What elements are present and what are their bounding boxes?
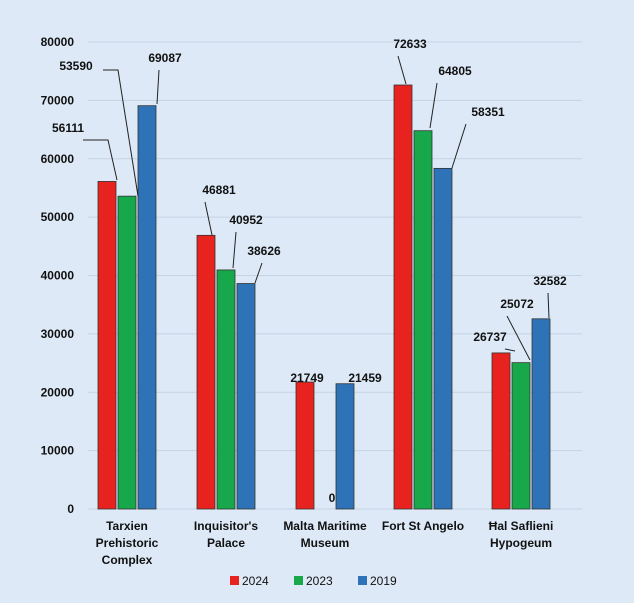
- legend-swatch-2019: [358, 576, 367, 585]
- gridlines: [88, 41, 582, 510]
- x-category-label: Museum: [301, 536, 350, 550]
- bars: [97, 84, 551, 510]
- bar-2019-4: [531, 318, 551, 510]
- x-category-label: Ħal Saflieni: [489, 519, 554, 533]
- bar-2024-2: [295, 381, 315, 510]
- x-category-label: Complex: [102, 553, 153, 567]
- data-label-2019: 21459: [348, 371, 382, 385]
- x-category-label: Hypogeum: [490, 536, 552, 550]
- label-leader-line: [397, 55, 407, 85]
- data-label-2023: 64805: [438, 64, 472, 78]
- x-category-label: Inquisitor's: [194, 519, 259, 533]
- y-tick-label: 30000: [41, 327, 75, 341]
- legend-label-2019: 2019: [370, 574, 397, 588]
- bar-2019-1: [236, 283, 256, 510]
- legend: 2024 2023 2019: [230, 574, 397, 588]
- y-tick-label: 50000: [41, 210, 75, 224]
- x-category-label: Tarxien: [106, 519, 148, 533]
- data-label-2024: 46881: [202, 183, 236, 197]
- data-label-2024: 72633: [393, 37, 427, 51]
- label-leader-line: [451, 123, 467, 169]
- data-label-2019: 32582: [533, 274, 567, 288]
- label-leader-line: [429, 82, 438, 129]
- data-labels: 56111 53590 69087 46881 40952 38626 21749 0 2145…: [52, 37, 567, 505]
- label-leader-line: [506, 315, 531, 361]
- x-category-label: Malta Maritime: [283, 519, 367, 533]
- data-label-2019: 69087: [148, 51, 182, 65]
- data-label-2023: 0: [329, 491, 336, 505]
- y-tick-label: 10000: [41, 444, 75, 458]
- label-leader-line: [504, 348, 516, 352]
- bar-2019-0: [137, 105, 157, 510]
- bar-2024-4: [491, 352, 511, 510]
- y-tick-label: 40000: [41, 269, 75, 283]
- label-leader-line: [254, 262, 263, 284]
- data-label-2019: 58351: [471, 105, 505, 119]
- y-tick-label: 20000: [41, 385, 75, 399]
- bar-2019-2: [335, 383, 355, 510]
- legend-label-2023: 2023: [306, 574, 333, 588]
- data-label-2024: 56111: [52, 121, 84, 135]
- label-leaders: [83, 55, 550, 361]
- bar-2023-3: [413, 130, 433, 510]
- bar-2024-1: [196, 234, 216, 510]
- bar-2023-0: [117, 195, 137, 510]
- data-label-2024: 26737: [473, 330, 507, 344]
- x-category-label: Prehistoric: [96, 536, 159, 550]
- x-axis-categories: Tarxien Prehistoric Complex Inquisitor's Pal…: [96, 519, 554, 567]
- label-leader-line: [204, 201, 213, 236]
- y-tick-label: 70000: [41, 93, 75, 107]
- label-leader-line: [83, 139, 118, 181]
- data-label-2019: 38626: [247, 244, 281, 258]
- bar-2019-3: [433, 167, 453, 510]
- x-category-label: Palace: [207, 536, 245, 550]
- data-label-2023: 40952: [229, 213, 263, 227]
- legend-swatch-2023: [294, 576, 303, 585]
- label-leader-line: [232, 231, 237, 269]
- data-label-2023: 25072: [500, 297, 534, 311]
- x-category-label: Fort St Angelo: [382, 519, 464, 533]
- y-tick-label: 60000: [41, 152, 75, 166]
- bar-2024-0: [97, 181, 117, 510]
- legend-swatch-2024: [230, 576, 239, 585]
- bar-2023-4: [511, 362, 531, 510]
- label-leader-line: [103, 69, 139, 197]
- y-tick-label: 0: [67, 502, 74, 516]
- y-axis-ticks: 0 10000 20000 30000 40000 50000 60000 70000 8000…: [41, 35, 75, 516]
- data-label-2024: 21749: [290, 371, 324, 385]
- bar-2024-3: [393, 84, 413, 510]
- data-label-2023: 53590: [59, 59, 93, 73]
- label-leader-line: [156, 69, 160, 105]
- legend-label-2024: 2024: [242, 574, 269, 588]
- label-leader-line: [547, 292, 550, 319]
- bar-2023-1: [216, 269, 236, 510]
- y-tick-label: 80000: [41, 35, 75, 49]
